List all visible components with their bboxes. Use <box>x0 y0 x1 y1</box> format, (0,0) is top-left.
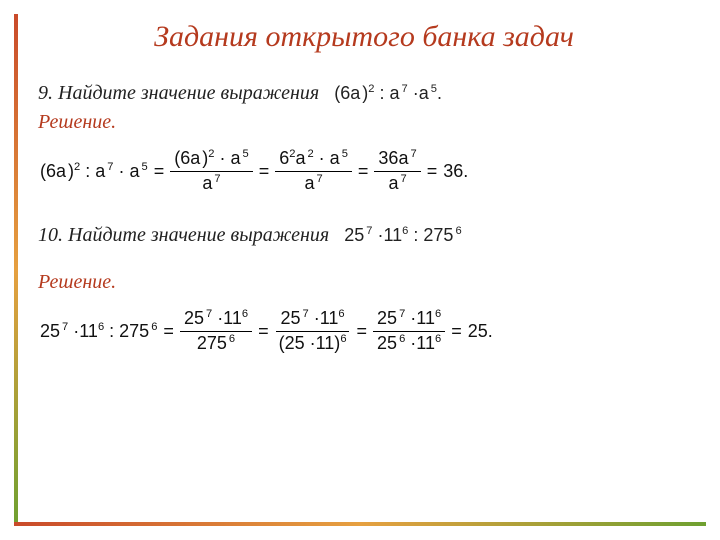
eq9-frac-2: 62a2 · a5 a7 <box>275 148 352 194</box>
page-title: Задания открытого банка задач <box>38 20 690 54</box>
problem-10-number: 10. <box>38 224 63 246</box>
equals-sign: = <box>451 321 462 342</box>
problem-9-expression: (6a)2 : a7 ·a5. <box>334 83 442 103</box>
problem-10-equation: 257 ·116 : 2756 = 257 ·116 2756 = 257 ·1… <box>40 308 690 354</box>
eq9-frac-1: (6a)2 · a5 a7 <box>170 148 252 194</box>
equals-sign: = <box>163 321 174 342</box>
equals-sign: = <box>258 321 269 342</box>
problem-9-text: Найдите значение выражения <box>58 82 319 104</box>
accent-border-left <box>14 14 18 526</box>
slide-content: Задания открытого банка задач 9. Найдите… <box>38 20 690 510</box>
accent-border-bottom <box>14 522 706 526</box>
eq10-frac-1: 257 ·116 2756 <box>180 308 252 354</box>
problem-9-prompt: 9. Найдите значение выражения (6a)2 : a7… <box>38 82 690 105</box>
problem-9-number: 9. <box>38 82 53 104</box>
eq9-frac-3: 36a7 a7 <box>374 148 420 194</box>
equals-sign: = <box>154 161 165 182</box>
eq10-result: 25. <box>468 321 493 342</box>
eq9-result: 36. <box>443 161 468 182</box>
equals-sign: = <box>357 321 368 342</box>
problem-10-prompt: 10. Найдите значение выражения 257 ·116 … <box>38 224 690 247</box>
eq10-frac-3: 257 ·116 256 ·116 <box>373 308 445 354</box>
equals-sign: = <box>358 161 369 182</box>
problem-10-expression: 257 ·116 : 2756 <box>344 225 461 245</box>
eq10-frac-2: 257 ·116 (25 ·11)6 <box>275 308 351 354</box>
problem-10-text: Найдите значение выражения <box>68 224 329 246</box>
equals-sign: = <box>427 161 438 182</box>
eq10-lhs: 257 ·116 : 2756 <box>40 321 157 342</box>
equals-sign: = <box>259 161 270 182</box>
problem-9-solution-label: Решение. <box>38 111 690 134</box>
problem-9-equation: (6a)2 : a7 · a5 = (6a)2 · a5 a7 = 62a2 ·… <box>40 148 690 194</box>
problem-10-solution-label: Решение. <box>38 271 690 294</box>
eq9-lhs: (6a)2 : a7 · a5 <box>40 161 148 182</box>
